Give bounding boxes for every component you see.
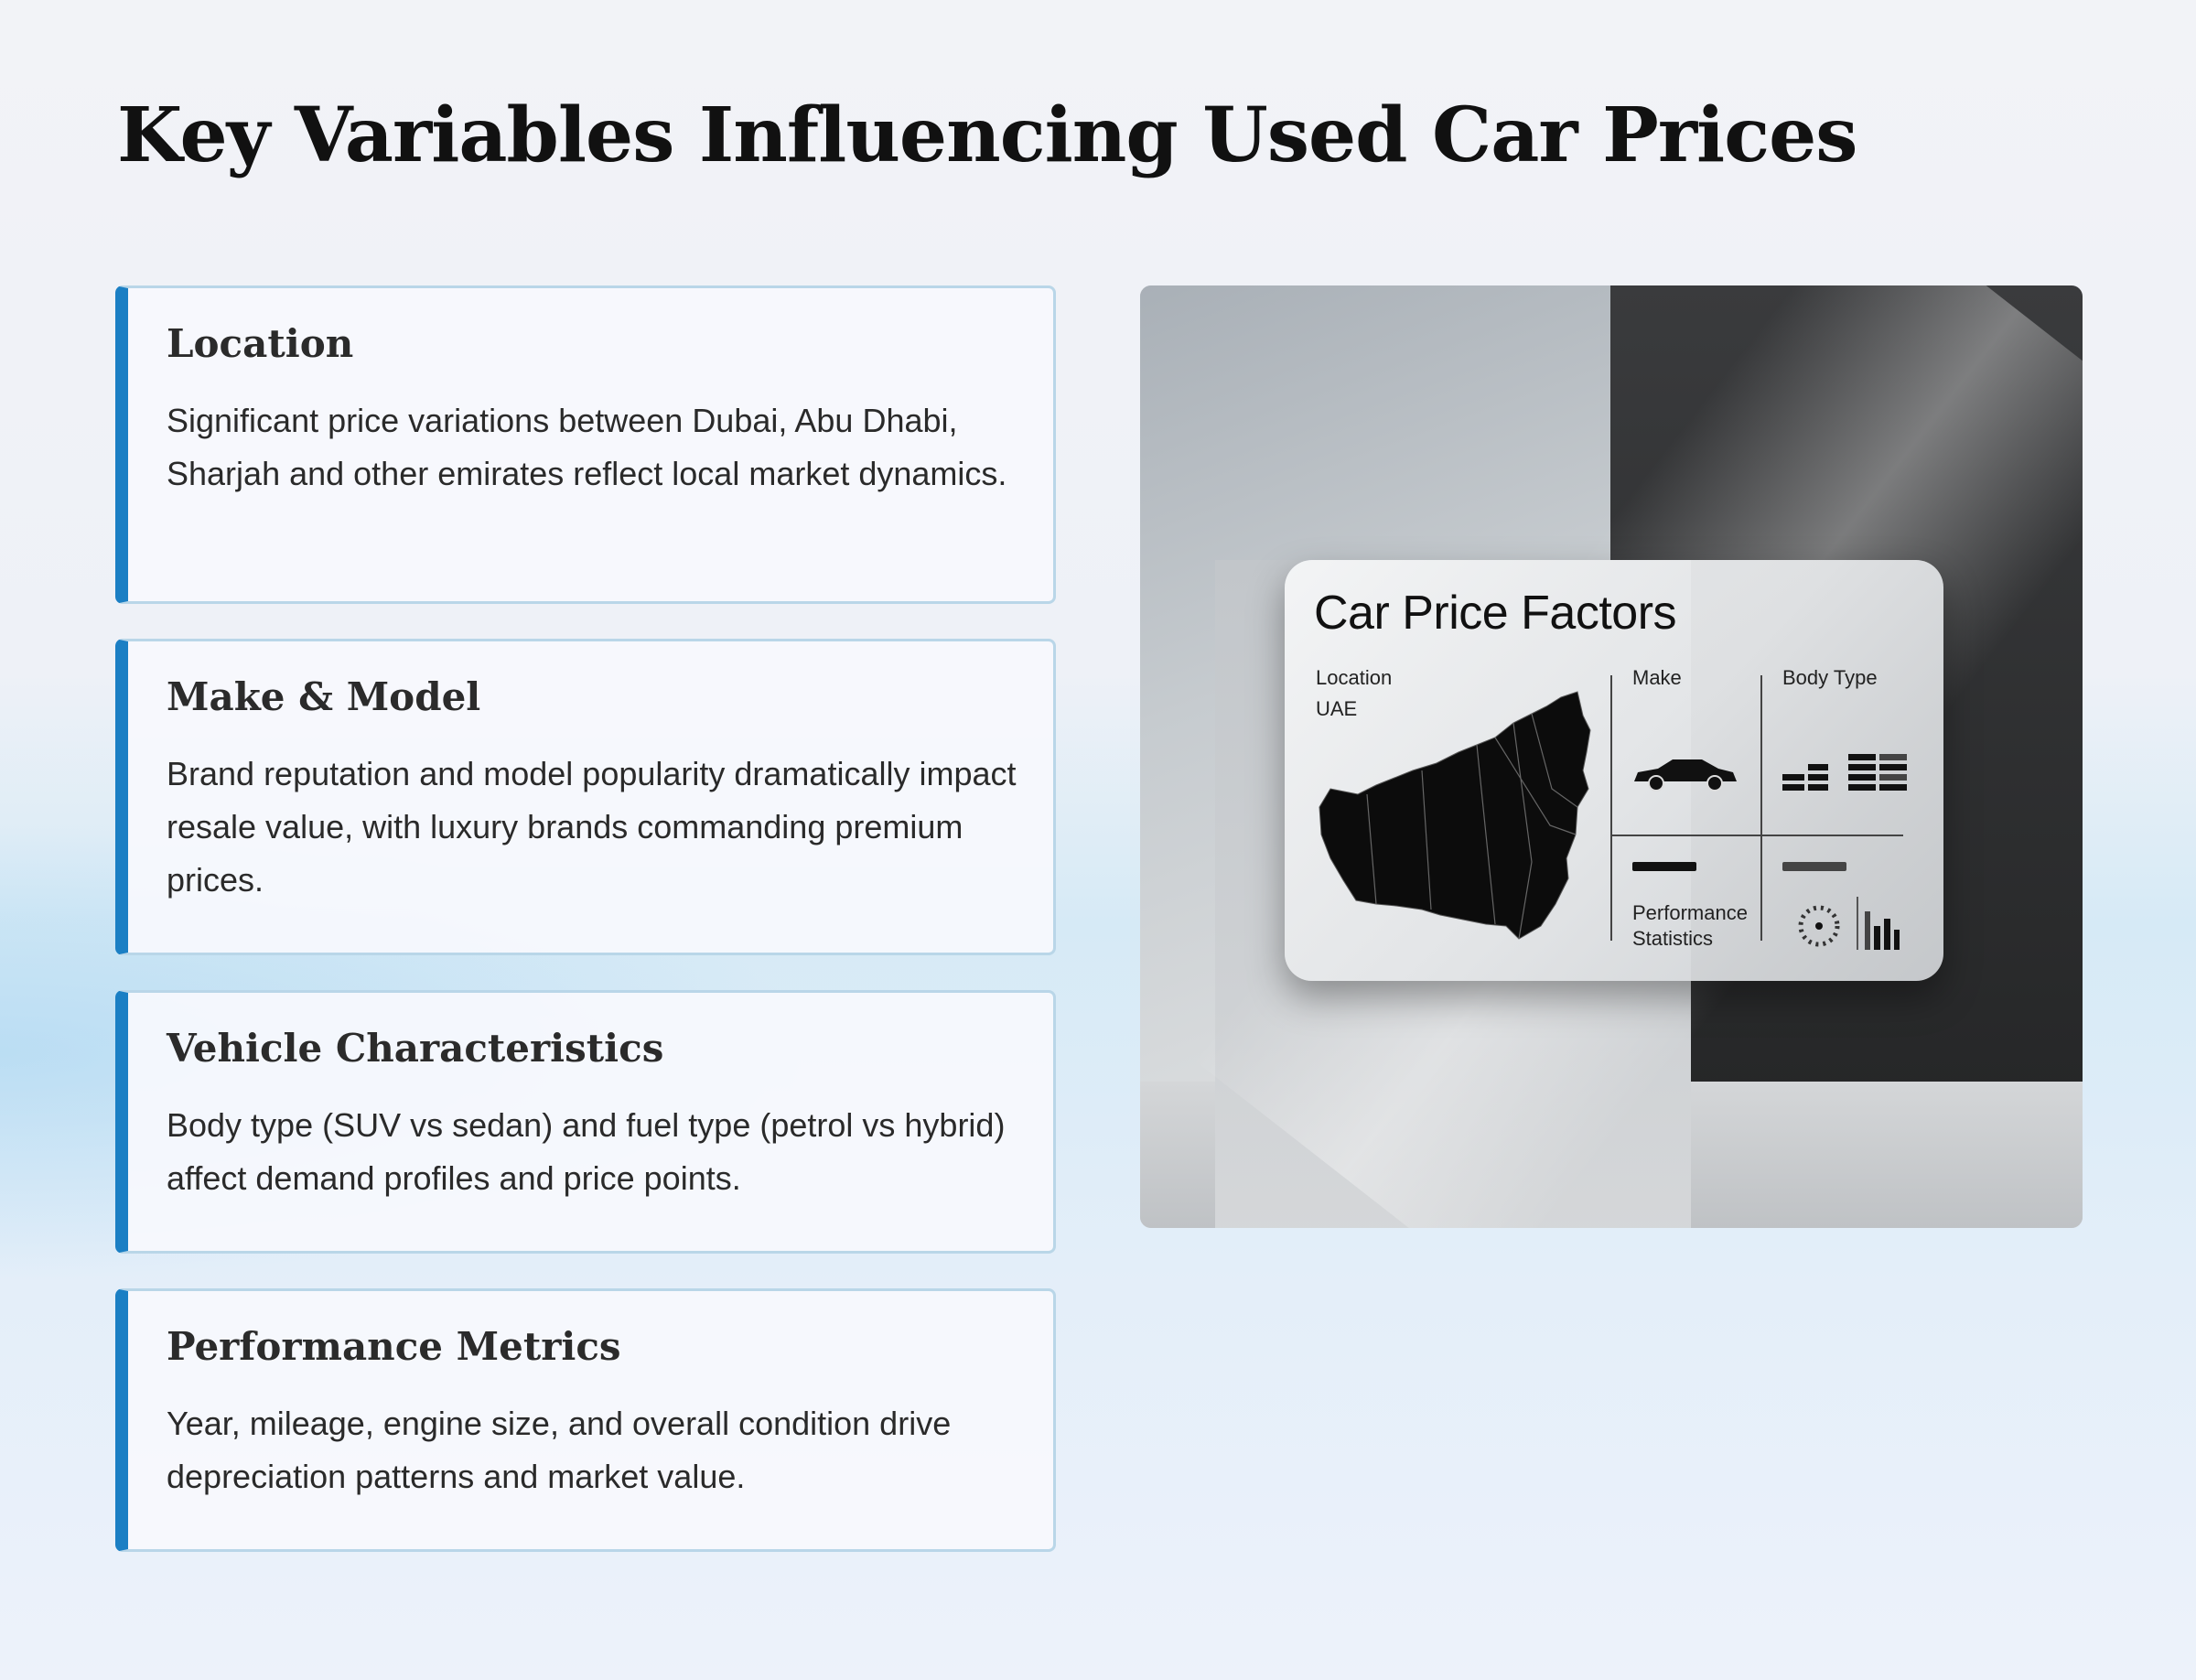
factor-card-make-model: Make & Model Brand reputation and model … [115, 639, 1056, 955]
card-title: Make & Model [167, 674, 481, 719]
statistics-label-text: Statistics [1632, 927, 1714, 950]
factor-card-location: Location Significant price variations be… [115, 285, 1056, 604]
performance-statistics-label: Performance Statistics [1632, 900, 1748, 952]
page-title: Key Variables Influencing Used Car Price… [117, 92, 1857, 179]
card-description: Brand reputation and model popularity dr… [167, 755, 1017, 899]
factor-card-performance-metrics: Performance Metrics Year, mileage, engin… [115, 1288, 1056, 1552]
divider-horizontal [1610, 835, 1903, 836]
uae-map-icon [1319, 691, 1591, 940]
performance-label-text: Performance [1632, 901, 1748, 924]
car-price-factors-illustration: Car Price Factors Location UAE Make Body… [1140, 285, 2083, 1228]
make-label: Make [1632, 666, 1682, 689]
divider-vertical-1 [1610, 675, 1612, 941]
location-label: Location UAE [1316, 662, 1392, 725]
card-description: Body type (SUV vs sedan) and fuel type (… [167, 1106, 1006, 1198]
card-title: Performance Metrics [167, 1324, 621, 1369]
body-type-bars-icon [1782, 754, 1907, 791]
factor-card-list: Location Significant price variations be… [115, 285, 1056, 1587]
panel-title: Car Price Factors [1314, 587, 1677, 640]
card-title: Vehicle Characteristics [167, 1026, 664, 1071]
divider-vertical-2 [1760, 675, 1762, 941]
card-description: Significant price variations between Dub… [167, 402, 1007, 493]
statistics-bar [1782, 862, 1846, 871]
factor-card-vehicle-characteristics: Vehicle Characteristics Body type (SUV v… [115, 990, 1056, 1254]
gauge-and-bar-chart-icon [1798, 897, 1900, 950]
card-description: Year, mileage, engine size, and overall … [167, 1405, 952, 1496]
performance-bar [1632, 862, 1696, 871]
card-title: Location [167, 321, 354, 366]
location-label-text: Location [1316, 666, 1393, 689]
location-sub-text: UAE [1316, 697, 1358, 720]
car-icon [1634, 759, 1737, 792]
info-panel: Car Price Factors Location UAE Make Body… [1285, 560, 1943, 981]
body-type-label: Body Type [1782, 666, 1878, 689]
